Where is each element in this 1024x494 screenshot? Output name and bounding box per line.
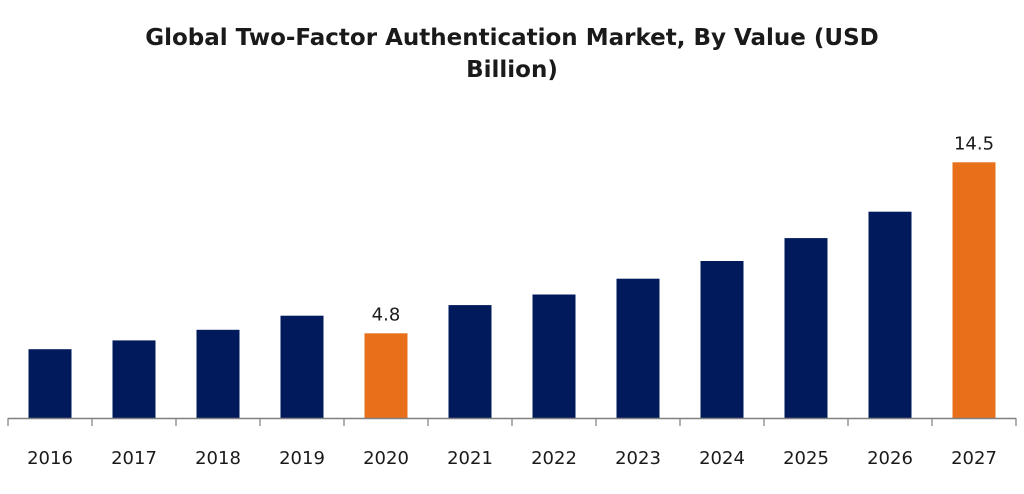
bar-2024 <box>700 261 744 418</box>
data-label-group: 4.8 14.5 <box>372 133 994 325</box>
bar-2019 <box>280 315 324 418</box>
bar-2016 <box>28 349 72 418</box>
x-tick-label-2024: 2024 <box>699 448 745 469</box>
bar-2026 <box>868 211 912 418</box>
chart-title-line-1: Global Two-Factor Authentication Market,… <box>145 25 879 51</box>
bar-2017 <box>112 340 156 418</box>
x-tick-label-2025: 2025 <box>783 448 829 469</box>
bar-2025 <box>784 238 828 418</box>
x-tick-label-2017: 2017 <box>111 448 157 469</box>
data-label-2027: 14.5 <box>954 133 994 154</box>
chart-title: Global Two-Factor Authentication Market,… <box>0 22 1024 86</box>
bar-2018 <box>196 329 240 418</box>
x-tick-label-2019: 2019 <box>279 448 325 469</box>
bar-2027 <box>952 162 996 418</box>
bar-2021 <box>448 305 492 418</box>
x-tick-label-2020: 2020 <box>363 448 409 469</box>
data-label-2020: 4.8 <box>372 304 401 325</box>
x-tick-label-2023: 2023 <box>615 448 661 469</box>
x-tick-label-2022: 2022 <box>531 448 577 469</box>
x-tick-label-2027: 2027 <box>951 448 997 469</box>
bar-group <box>28 162 996 418</box>
x-tick-label-2018: 2018 <box>195 448 241 469</box>
x-tick-label-2026: 2026 <box>867 448 913 469</box>
bar-2022 <box>532 294 576 418</box>
bar-2023 <box>616 278 660 418</box>
x-tick-label-2016: 2016 <box>27 448 73 469</box>
chart-title-line-2: Billion) <box>466 57 558 83</box>
x-tick-label-2021: 2021 <box>447 448 493 469</box>
x-axis: 2016 2017 2018 2019 2020 2021 2022 2023 2024 2025… <box>7 417 1017 469</box>
bar-2020 <box>364 333 408 418</box>
